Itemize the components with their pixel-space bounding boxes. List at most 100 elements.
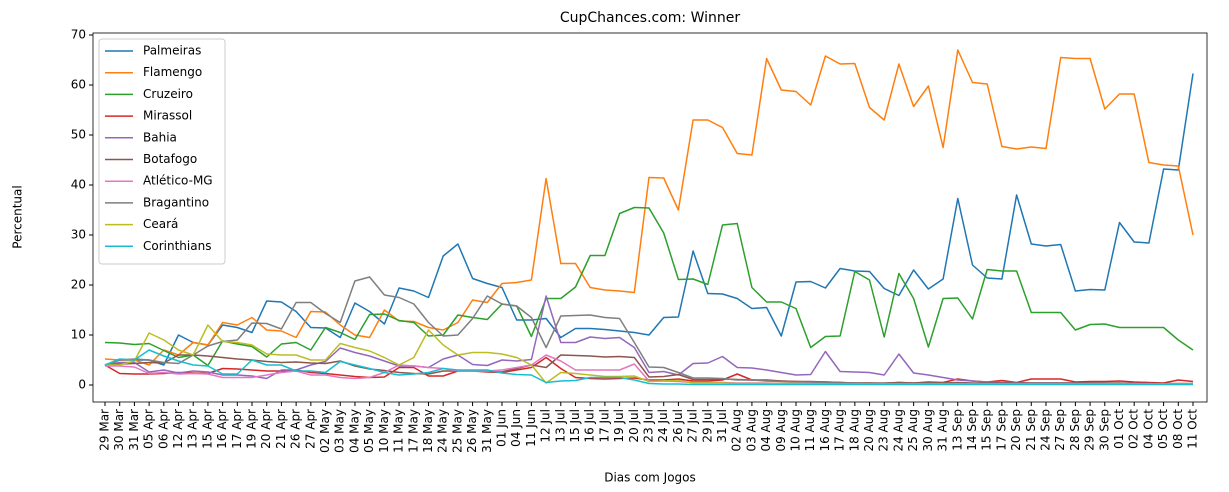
x-tick-label: 27 Apr — [303, 409, 317, 449]
x-tick-label: 28 Sep — [1068, 409, 1082, 451]
y-tick-label: 20 — [71, 278, 86, 292]
x-tick-label: 25 May — [450, 409, 464, 453]
x-axis-label: Dias com Jogos — [604, 471, 696, 485]
x-tick-label: 23 Jul — [642, 409, 656, 443]
x-tick-label: 12 Jul — [539, 409, 553, 443]
x-tick-label: 31 Aug — [936, 409, 950, 452]
x-tick-label: 09 Aug — [774, 409, 788, 452]
legend-label: Atlético-MG — [143, 174, 213, 188]
x-tick-label: 11 Oct — [1186, 409, 1200, 449]
y-tick-label: 60 — [71, 78, 86, 92]
x-tick-label: 15 Jul — [568, 409, 582, 443]
y-tick-label: 10 — [71, 328, 86, 342]
x-tick-label: 21 Sep — [1024, 409, 1038, 451]
x-tick-label: 13 Apr — [186, 409, 200, 449]
y-tick-label: 30 — [71, 228, 86, 242]
x-tick-label: 03 May — [333, 409, 347, 453]
x-tick-label: 30 Sep — [1097, 409, 1111, 451]
x-tick-label: 31 May — [480, 409, 494, 453]
x-tick-label: 04 Aug — [759, 409, 773, 452]
x-tick-label: 16 Apr — [215, 409, 229, 449]
x-tick-label: 17 May — [406, 409, 420, 453]
x-tick-label: 01 Oct — [1112, 409, 1126, 449]
x-tick-label: 13 Sep — [950, 409, 964, 451]
x-tick-label: 20 Apr — [259, 409, 273, 449]
legend-label: Palmeiras — [143, 44, 201, 58]
legend-label: Flamengo — [143, 65, 202, 79]
x-tick-label: 31 Mar — [127, 409, 141, 451]
x-tick-label: 26 May — [465, 409, 479, 453]
x-tick-label: 10 May — [377, 409, 391, 453]
x-tick-label: 18 May — [421, 409, 435, 453]
x-tick-label: 24 May — [436, 409, 450, 453]
legend-label: Ceará — [143, 217, 178, 231]
series-line — [104, 49, 1194, 366]
x-tick-label: 30 Mar — [112, 409, 126, 451]
x-tick-label: 16 Jul — [583, 409, 597, 443]
x-tick-label: 29 Sep — [1083, 409, 1097, 451]
x-tick-label: 27 Sep — [1053, 409, 1067, 451]
x-tick-label: 19 Apr — [245, 409, 259, 449]
x-tick-label: 11 May — [392, 409, 406, 453]
legend-label: Botafogo — [143, 152, 197, 166]
legend-label: Corinthians — [143, 239, 211, 253]
x-tick-label: 05 May — [362, 409, 376, 453]
x-tick-label: 21 Apr — [274, 409, 288, 449]
y-axis-label: Percentual — [11, 185, 25, 248]
x-tick-label: 11 Aug — [803, 409, 817, 452]
x-tick-label: 02 Oct — [1127, 409, 1141, 449]
legend-label: Bragantino — [143, 195, 209, 209]
x-tick-label: 10 Aug — [789, 409, 803, 452]
x-tick-label: 30 Aug — [921, 409, 935, 452]
x-tick-label: 29 Mar — [98, 409, 112, 451]
x-tick-label: 19 Jul — [612, 409, 626, 443]
legend: Palmeiras Flamengo Cruzeiro Mirassol Bahia Bo… — [98, 38, 226, 265]
x-tick-label: 04 Jun — [509, 409, 523, 447]
y-tick-label: 50 — [71, 128, 86, 142]
x-tick-label: 01 Jun — [494, 409, 508, 447]
x-tick-label: 26 Jul — [671, 409, 685, 443]
y-tick-label: 70 — [71, 28, 86, 42]
x-tick-label: 20 Aug — [862, 409, 876, 452]
series-line — [104, 349, 1193, 386]
x-tick-label: 17 Jul — [597, 409, 611, 443]
x-tick-label: 24 Aug — [891, 409, 905, 452]
legend-box — [98, 38, 226, 265]
x-tick-label: 29 Jul — [700, 409, 714, 443]
x-tick-label: 17 Apr — [230, 409, 244, 449]
x-tick-label: 11 Jun — [524, 409, 538, 447]
x-tick-label: 26 Apr — [289, 409, 303, 449]
x-tick-label: 16 Aug — [818, 409, 832, 452]
x-tick-label: 05 Apr — [142, 409, 156, 449]
legend-label: Bahia — [143, 130, 177, 144]
x-tick-label: 23 Aug — [877, 409, 891, 452]
x-tick-label: 25 Aug — [906, 409, 920, 452]
x-tick-label: 15 Apr — [200, 409, 214, 449]
x-tick-label: 18 Aug — [847, 409, 861, 452]
x-tick-label: 05 Oct — [1156, 409, 1170, 449]
x-tick-label: 13 Jul — [553, 409, 567, 443]
x-tick-label: 24 Jul — [656, 409, 670, 443]
y-tick-label: 0 — [78, 378, 86, 392]
x-tick-label: 17 Sep — [994, 409, 1008, 451]
series-line — [104, 206, 1194, 367]
x-tick-label: 08 Oct — [1171, 409, 1185, 449]
legend-label: Mirassol — [143, 109, 192, 123]
chart-title: CupChances.com: Winner — [560, 10, 741, 26]
x-tick-label: 15 Sep — [980, 409, 994, 451]
x-tick-label: 24 Sep — [1038, 409, 1052, 451]
x-tick-label: 31 Jul — [715, 409, 729, 443]
x-tick-label: 06 Apr — [156, 409, 170, 449]
series-line — [104, 73, 1194, 366]
y-tick-label: 40 — [71, 178, 86, 192]
x-tick-label: 17 Aug — [833, 409, 847, 452]
x-tick-label: 20 Jul — [627, 409, 641, 443]
x-tick-label: 20 Sep — [1009, 409, 1023, 451]
x-tick-label: 12 Apr — [171, 409, 185, 449]
x-tick-label: 27 Jul — [686, 409, 700, 443]
x-tick-label: 14 Sep — [965, 409, 979, 451]
x-tick-label: 04 Oct — [1141, 409, 1155, 449]
legend-label: Cruzeiro — [143, 87, 193, 101]
x-tick-label: 02 May — [318, 409, 332, 453]
